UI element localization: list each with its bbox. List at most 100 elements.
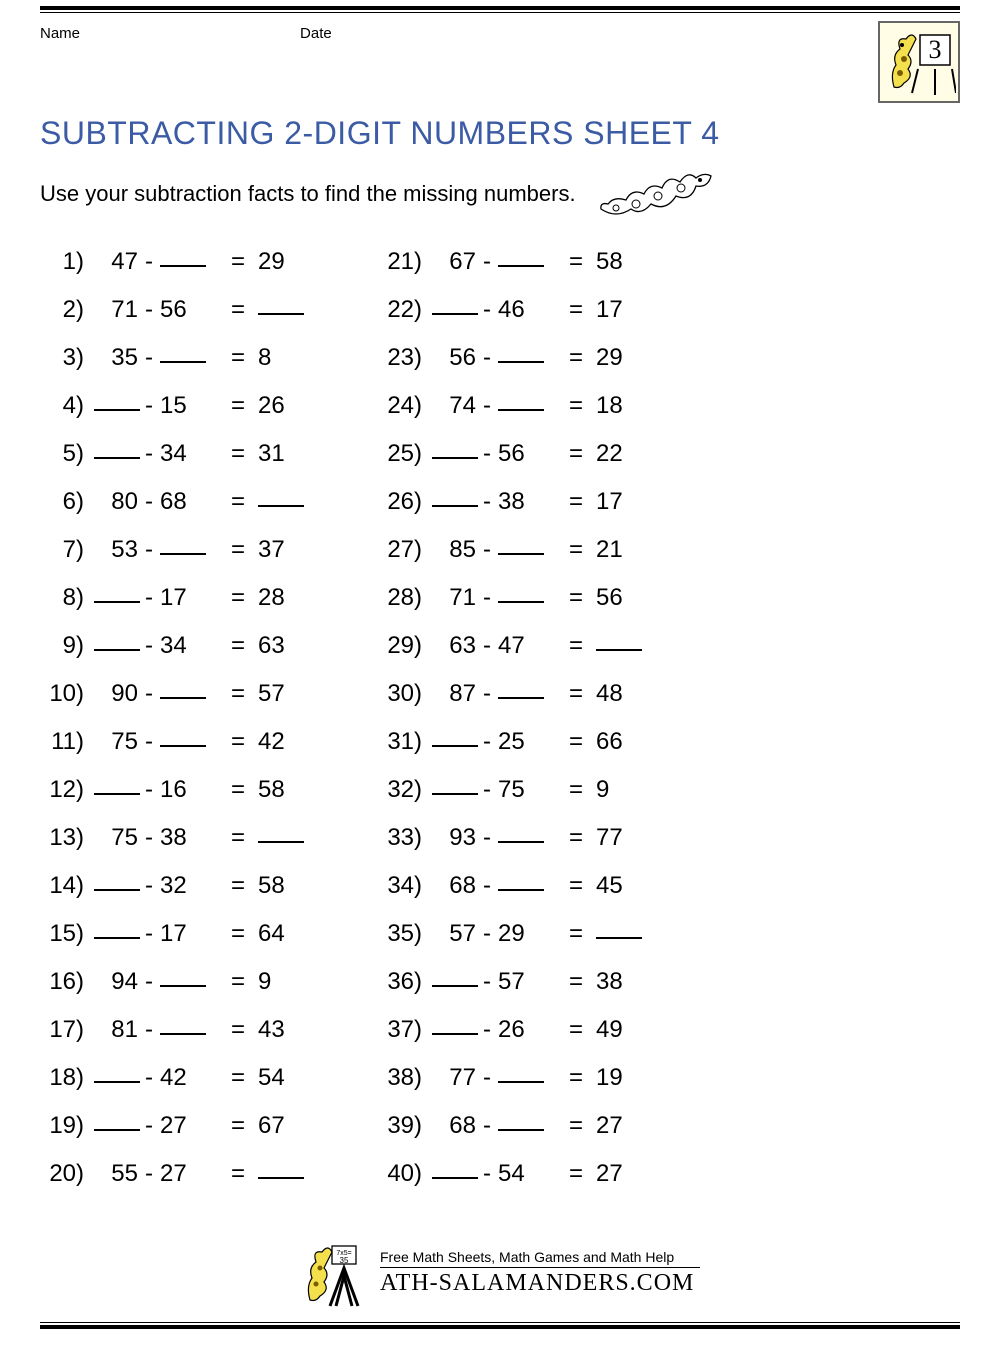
blank-field[interactable]	[498, 873, 544, 891]
blank-field[interactable]	[498, 249, 544, 267]
problem-row: 12)-16=58	[40, 776, 308, 824]
blank-field[interactable]	[432, 297, 478, 315]
problem-number: 7)	[40, 536, 94, 564]
blank-field[interactable]	[94, 441, 140, 459]
minus-sign: -	[476, 680, 498, 708]
problem-number: 32)	[378, 776, 432, 804]
blank-field[interactable]	[432, 777, 478, 795]
minus-sign: -	[138, 584, 160, 612]
value: 71	[432, 584, 476, 612]
minus-sign: -	[476, 1160, 498, 1188]
blank-field[interactable]	[258, 297, 304, 315]
problem-row: 10)90-=57	[40, 680, 308, 728]
problem-row: 39)68-=27	[378, 1112, 646, 1160]
blank-field[interactable]	[160, 249, 206, 267]
blank-field[interactable]	[258, 1161, 304, 1179]
problem-row: 3)35-=8	[40, 344, 308, 392]
blank-field[interactable]	[432, 1017, 478, 1035]
minus-sign: -	[138, 440, 160, 468]
equals-sign: =	[556, 680, 596, 708]
blank-field[interactable]	[258, 489, 304, 507]
minus-sign: -	[476, 632, 498, 660]
value: 56	[596, 584, 646, 612]
blank-field[interactable]	[596, 921, 642, 939]
value: 49	[596, 1016, 646, 1044]
value: 27	[160, 1112, 218, 1140]
problem-number: 5)	[40, 440, 94, 468]
value: 54	[498, 1160, 556, 1188]
grade-number: 3	[929, 35, 942, 64]
problem-number: 23)	[378, 344, 432, 372]
blank-field[interactable]	[258, 825, 304, 843]
problem-number: 6)	[40, 488, 94, 516]
equals-sign: =	[556, 392, 596, 420]
equals-sign: =	[218, 680, 258, 708]
problem-row: 26)-38=17	[378, 488, 646, 536]
problem-row: 24)74-=18	[378, 392, 646, 440]
blank-field[interactable]	[498, 1113, 544, 1131]
problem-number: 26)	[378, 488, 432, 516]
equals-sign: =	[556, 248, 596, 276]
problem-number: 13)	[40, 824, 94, 852]
problem-number: 19)	[40, 1112, 94, 1140]
blank-field[interactable]	[498, 585, 544, 603]
equals-sign: =	[218, 248, 258, 276]
footer-tagline: Free Math Sheets, Math Games and Math He…	[380, 1249, 700, 1268]
blank-field[interactable]	[498, 1065, 544, 1083]
blank-field[interactable]	[160, 1017, 206, 1035]
problem-number: 25)	[378, 440, 432, 468]
value: 47	[94, 248, 138, 276]
blank-field[interactable]	[432, 1161, 478, 1179]
problem-row: 4)-15=26	[40, 392, 308, 440]
problem-row: 36)-57=38	[378, 968, 646, 1016]
problem-row: 13)75-38=	[40, 824, 308, 872]
blank-field[interactable]	[432, 441, 478, 459]
problems-grid: 1)47-=292)71-56=3)35-=84)-15=265)-34=316…	[40, 248, 960, 1208]
value: 27	[596, 1160, 646, 1188]
blank-field[interactable]	[596, 633, 642, 651]
blank-field[interactable]	[160, 681, 206, 699]
problem-row: 14)-32=58	[40, 872, 308, 920]
blank-field[interactable]	[94, 873, 140, 891]
blank-field[interactable]	[432, 729, 478, 747]
blank-field[interactable]	[94, 1065, 140, 1083]
blank-field[interactable]	[498, 681, 544, 699]
minus-sign: -	[476, 488, 498, 516]
blank-field[interactable]	[432, 489, 478, 507]
problem-number: 11)	[40, 728, 94, 756]
problem-number: 17)	[40, 1016, 94, 1044]
blank-field[interactable]	[498, 393, 544, 411]
blank-field[interactable]	[94, 921, 140, 939]
blank-field[interactable]	[498, 345, 544, 363]
blank-field[interactable]	[498, 537, 544, 555]
problem-number: 14)	[40, 872, 94, 900]
value: 21	[596, 536, 646, 564]
blank-field[interactable]	[160, 969, 206, 987]
value: 55	[94, 1160, 138, 1188]
blank-field[interactable]	[94, 777, 140, 795]
blank-field[interactable]	[160, 729, 206, 747]
problem-row: 23)56-=29	[378, 344, 646, 392]
value: 18	[596, 392, 646, 420]
problem-number: 1)	[40, 248, 94, 276]
equals-sign: =	[218, 1112, 258, 1140]
value: 17	[596, 296, 646, 324]
minus-sign: -	[138, 728, 160, 756]
blank-field[interactable]	[94, 633, 140, 651]
equals-sign: =	[556, 296, 596, 324]
blank-field[interactable]	[160, 537, 206, 555]
value: 47	[498, 632, 556, 660]
blank-field[interactable]	[94, 393, 140, 411]
blank-field[interactable]	[94, 585, 140, 603]
blank-field[interactable]	[160, 345, 206, 363]
problem-row: 40)-54=27	[378, 1160, 646, 1208]
blank-field[interactable]	[432, 969, 478, 987]
problem-row: 38)77-=19	[378, 1064, 646, 1112]
bottom-rule	[40, 1322, 960, 1329]
value: 28	[258, 584, 308, 612]
minus-sign: -	[138, 1064, 160, 1092]
blank-field[interactable]	[94, 1113, 140, 1131]
grade-badge: 3	[878, 21, 960, 103]
value: 58	[258, 776, 308, 804]
blank-field[interactable]	[498, 825, 544, 843]
